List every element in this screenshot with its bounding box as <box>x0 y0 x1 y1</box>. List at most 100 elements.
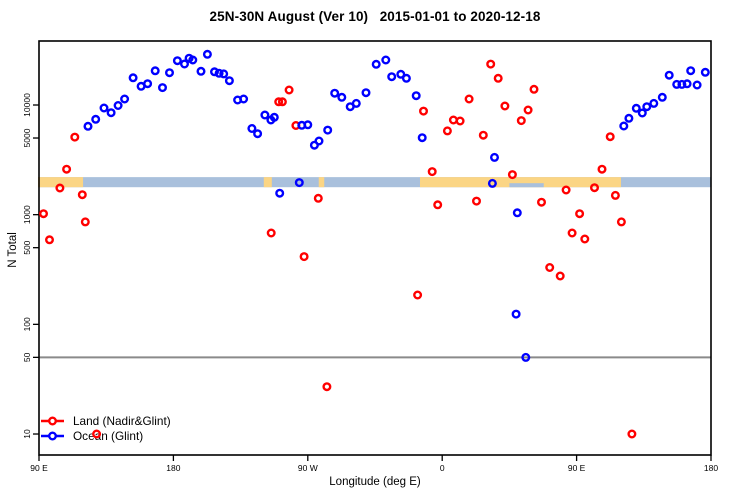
land-data-point <box>464 94 474 104</box>
ocean-data-point <box>91 114 101 124</box>
land-data-point <box>575 209 585 219</box>
land-data-point <box>545 263 555 273</box>
land-data-point <box>500 101 510 111</box>
ocean-data-point <box>637 108 647 118</box>
land-data-point <box>616 217 626 227</box>
land-data-point <box>455 116 465 126</box>
land-data-point <box>322 382 332 392</box>
ocean-data-point <box>209 67 219 77</box>
legend: Land (Nadir&Glint) Ocean (Glint) <box>41 414 171 443</box>
x-tick-label: 90 E <box>568 463 586 473</box>
y-tick-label: 10 <box>22 429 32 439</box>
y-tick-label: 100 <box>22 317 32 331</box>
land-data-point <box>472 196 482 206</box>
y-tick-label: 500 <box>22 240 32 254</box>
ocean-data-point <box>113 100 123 110</box>
ocean-data-point <box>214 68 224 78</box>
plot-border <box>38 40 712 456</box>
land-data-point <box>277 97 287 107</box>
ocean-data-point <box>303 120 313 130</box>
ocean-data-point <box>172 56 182 66</box>
ocean-data-point <box>294 178 304 188</box>
land-data-point <box>55 183 65 193</box>
land-data-point <box>77 190 87 200</box>
legend-item-ocean: Ocean (Glint) <box>41 429 171 444</box>
ocean-data-point <box>323 125 333 135</box>
land-data-point <box>39 209 49 219</box>
x-tick-label: 0 <box>440 463 445 473</box>
ocean-data-point <box>202 49 212 59</box>
land-data-point <box>605 132 615 142</box>
ocean-data-point <box>224 76 234 86</box>
ocean-data-point <box>396 69 406 79</box>
ocean-data-point <box>269 112 279 122</box>
land-data-point <box>610 190 620 200</box>
ocean-data-point <box>247 123 257 133</box>
legend-symbol-ocean <box>41 431 64 441</box>
ocean-data-point <box>260 110 270 120</box>
land-data-point <box>62 164 72 174</box>
ocean-data-point <box>657 92 667 102</box>
land-data-point <box>448 115 458 125</box>
ocean-data-point <box>219 69 229 79</box>
land-data-point <box>529 84 539 94</box>
land-data-point <box>507 170 517 180</box>
land-data-point <box>427 167 437 177</box>
ocean-data-point <box>649 98 659 108</box>
ocean-data-point <box>314 136 324 146</box>
land-data-point <box>266 228 276 238</box>
ocean-data-point <box>239 94 249 104</box>
land-data-point <box>274 97 284 107</box>
land-data-point <box>627 429 637 439</box>
ocean-data-point <box>490 152 500 162</box>
strip-ocean-notch <box>509 183 544 188</box>
ocean-data-point <box>512 208 522 218</box>
ocean-data-point <box>664 70 674 80</box>
legend-circle <box>47 431 57 441</box>
ocean-data-point <box>150 66 160 76</box>
land-data-point <box>486 59 496 69</box>
land-data-point <box>45 235 55 245</box>
land-data-point <box>80 217 90 227</box>
x-tick-label: 90 W <box>298 463 318 473</box>
ocean-data-point <box>511 309 521 319</box>
ocean-data-point <box>619 121 629 131</box>
land-data-point <box>284 85 294 95</box>
ocean-data-point <box>677 79 687 89</box>
x-axis-title: Longitude (deg E) <box>329 476 421 488</box>
ocean-data-point <box>164 68 174 78</box>
land-data-point <box>523 105 533 115</box>
legend-symbol-land <box>41 416 64 426</box>
ocean-data-point <box>157 83 167 93</box>
strip-ocean-band <box>38 177 711 188</box>
ocean-data-point <box>83 121 93 131</box>
ocean-data-point <box>521 352 531 362</box>
y-tick-label: 10000 <box>22 93 32 117</box>
land-data-point <box>478 130 488 140</box>
ocean-data-point <box>417 133 427 143</box>
ocean-data-point <box>188 55 198 65</box>
land-data-point <box>313 193 323 203</box>
strip-land-segment <box>38 177 84 188</box>
ocean-data-point <box>99 103 109 113</box>
ocean-data-point <box>686 66 696 76</box>
ocean-data-point <box>179 59 189 69</box>
land-data-point <box>92 429 102 439</box>
x-tick-label: 180 <box>166 463 180 473</box>
legend-label-land: Land (Nadir&Glint) <box>73 414 171 429</box>
chart-title: 25N-30N August (Ver 10) 2015-01-01 to 20… <box>209 9 541 24</box>
land-data-point <box>597 164 607 174</box>
legend-label-ocean: Ocean (Glint) <box>73 428 144 443</box>
ocean-data-point <box>120 94 130 104</box>
land-data-point <box>537 197 547 207</box>
land-data-point <box>433 200 443 210</box>
land-data-point <box>442 126 452 136</box>
y-tick-label: 5000 <box>22 128 32 147</box>
ocean-data-point <box>631 103 641 113</box>
land-data-point <box>70 132 80 142</box>
ocean-data-point <box>411 91 421 101</box>
land-data-point <box>567 228 577 238</box>
ocean-data-point <box>371 59 381 69</box>
